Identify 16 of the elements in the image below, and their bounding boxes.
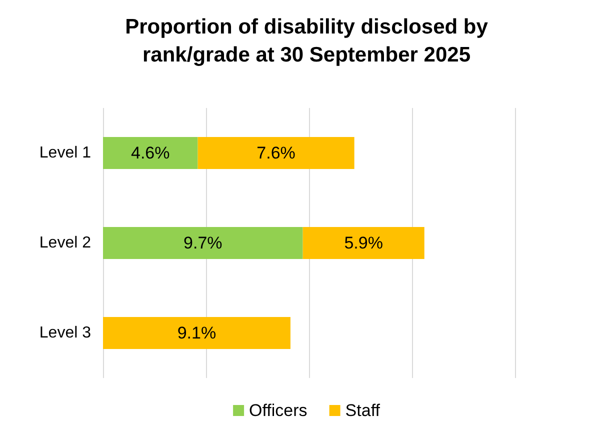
bar (103, 317, 290, 349)
data-label: 7.6% (256, 144, 296, 162)
legend-label: Staff (345, 401, 380, 420)
bar (103, 137, 198, 169)
y-tick-label: Level 3 (39, 324, 92, 342)
data-label: 9.1% (177, 324, 216, 342)
y-tick-label: Level 2 (39, 234, 92, 252)
legend-label: Officers (249, 401, 308, 420)
bar (103, 227, 303, 259)
bar (302, 227, 424, 259)
data-label: 4.6% (131, 144, 170, 162)
data-label: 5.9% (344, 234, 383, 252)
bar (198, 137, 354, 169)
data-label: 9.7% (184, 234, 222, 252)
chart-title: Proportion of disability disclosed by rank/grade at 30 September 2025 (125, 16, 488, 66)
y-tick-label: Level 1 (39, 144, 92, 162)
